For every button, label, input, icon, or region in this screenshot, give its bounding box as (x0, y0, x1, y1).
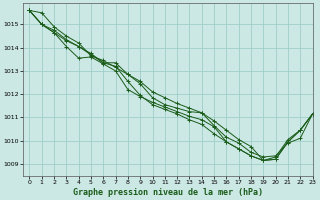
X-axis label: Graphe pression niveau de la mer (hPa): Graphe pression niveau de la mer (hPa) (73, 188, 263, 197)
